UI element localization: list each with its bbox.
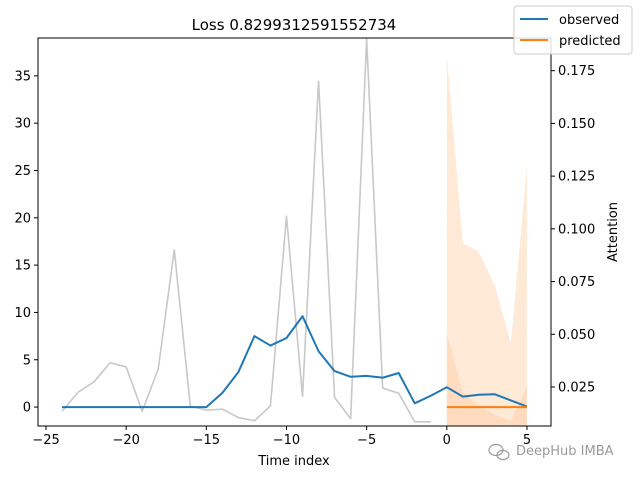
y-left-tick-label: 30 [14, 117, 31, 132]
legend: observed predicted [513, 5, 633, 55]
chart-title: Loss 0.8299312591552734 [192, 16, 397, 34]
x-tick-label: −10 [273, 433, 300, 448]
y-axis-right-ticks: 0.025 0.050 0.075 0.100 0.125 0.150 0.175 [551, 64, 595, 395]
x-tick-label: −20 [112, 433, 139, 448]
attention-band-inner [446, 334, 527, 426]
y-left-tick-label: 25 [14, 164, 31, 179]
x-tick-label: 0 [443, 433, 451, 448]
series-line-past-attention [61, 38, 431, 423]
y-right-tick-label: 0.150 [558, 117, 595, 132]
attention-bands [446, 53, 527, 426]
y-left-tick-label: 35 [14, 69, 31, 84]
attention-band-outer [446, 53, 527, 426]
x-tick-label: 5 [523, 433, 531, 448]
y-right-tick-label: 0.100 [558, 222, 595, 237]
wechat-icon [488, 443, 510, 461]
x-axis-ticks: −25 −20 −15 −10 −5 0 5 [32, 426, 531, 448]
y-right-tick-label: 0.175 [558, 64, 595, 79]
watermark-text: DeepHub IMBA [516, 444, 614, 459]
y-right-tick-label: 0.025 [558, 380, 595, 395]
y-left-tick-label: 10 [14, 306, 31, 321]
series-line-observed [62, 315, 528, 409]
series-lines [61, 38, 528, 423]
y-right-tick-label: 0.075 [558, 275, 595, 290]
y-right-tick-label: 0.050 [558, 328, 595, 343]
x-axis-label: Time index [257, 454, 330, 469]
y-axis-left-ticks: 0 5 10 15 20 25 30 35 [14, 69, 38, 416]
y-right-tick-label: 0.125 [558, 170, 595, 185]
x-tick-label: −15 [193, 433, 220, 448]
y-left-tick-label: 20 [14, 211, 31, 226]
y-left-tick-label: 15 [14, 259, 31, 274]
x-tick-label: −5 [357, 433, 376, 448]
x-tick-label: −25 [32, 433, 59, 448]
legend-label-observed: observed [559, 13, 619, 28]
legend-label-predicted: predicted [559, 34, 621, 49]
y-axis-right-label: Attention [606, 202, 621, 262]
y-left-tick-label: 5 [23, 353, 31, 368]
plot-frame [37, 37, 552, 427]
watermark: DeepHub IMBA [488, 443, 614, 461]
y-left-tick-label: 0 [23, 401, 31, 416]
